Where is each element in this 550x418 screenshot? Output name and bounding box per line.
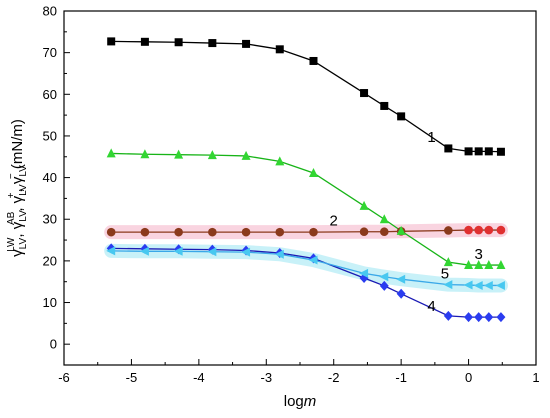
series-5-point <box>106 246 116 256</box>
series-1-point <box>474 147 483 156</box>
curve-labels: 1 2 3 54 <box>330 129 483 315</box>
y-tick-label: 10 <box>43 295 57 310</box>
series-3-point <box>140 149 150 159</box>
series-2-point <box>309 227 318 237</box>
series-2-point <box>208 227 217 237</box>
series-5-point <box>396 274 406 284</box>
y-tick-label: 70 <box>43 45 57 60</box>
plot-frame <box>63 10 537 366</box>
series-5-point <box>241 247 251 257</box>
series-5-point <box>173 246 183 256</box>
series-3-point <box>396 225 406 235</box>
series-4-point <box>484 312 494 323</box>
series-2-point <box>444 226 453 235</box>
series-3-point <box>359 200 369 210</box>
x-tick-label: -1 <box>395 370 407 385</box>
y-tick-label: 60 <box>43 87 57 102</box>
series-2-point <box>174 227 183 237</box>
series-5-point <box>483 280 493 290</box>
y-tick-label: 50 <box>43 128 57 143</box>
series-2-point <box>484 225 494 235</box>
series-3-point <box>496 260 506 270</box>
y-tick-label: 30 <box>43 212 57 227</box>
x-tick-label: -4 <box>193 370 205 385</box>
series-5-point <box>443 280 453 290</box>
series-5-point <box>379 272 389 282</box>
series-1-point <box>464 147 473 156</box>
series-2-point <box>496 225 506 235</box>
series-5-point <box>139 246 149 256</box>
series-1-point <box>242 39 251 48</box>
series-5-point <box>274 249 284 259</box>
series-3-point <box>106 148 116 158</box>
series-1-line <box>111 40 501 153</box>
x-axis-ticks: -6 -5 -4 -3 -2 -1 0 1 <box>58 359 540 385</box>
y-tick-label: 40 <box>43 170 57 185</box>
curve-label-2: 2 <box>330 212 338 229</box>
series-5-point <box>359 268 369 278</box>
x-tick-label: -3 <box>261 370 273 385</box>
x-tick-label: -5 <box>126 370 138 385</box>
series-4-point <box>464 312 474 323</box>
series-2-point <box>359 227 369 237</box>
series-5-point <box>495 280 505 290</box>
series-4-point <box>443 310 453 321</box>
series-3-point <box>464 260 474 270</box>
series-1-point <box>275 45 284 54</box>
series-1-point <box>174 38 183 47</box>
x-tick-label: -6 <box>58 370 70 385</box>
series-1-point <box>496 147 505 156</box>
series-markers <box>106 37 506 323</box>
series-1-point <box>309 56 318 65</box>
series-1-point <box>208 39 217 48</box>
series-1-point <box>140 37 149 46</box>
series-2-point <box>474 225 483 235</box>
curve-label-1: 1 <box>427 129 435 146</box>
series-2-point <box>106 227 116 237</box>
y-axis-ticks: 0 10 20 30 40 50 60 70 80 <box>43 4 70 352</box>
series-3-point <box>308 168 318 178</box>
curve-label-3: 3 <box>475 246 483 263</box>
series-1-point <box>360 89 369 98</box>
y-axis-title: γLVLW, γLVAB, γLV+, γLV− (mN/m) <box>6 119 29 257</box>
series-1-point <box>107 37 116 46</box>
series-3-point <box>275 156 285 166</box>
y-tick-label: 80 <box>43 4 57 19</box>
series-5-point <box>463 280 473 290</box>
series-3-point <box>207 150 217 160</box>
series-4-point <box>379 280 389 291</box>
series-4-point <box>496 312 506 323</box>
series-2-point <box>275 227 285 237</box>
y-tick-label: 0 <box>50 337 57 352</box>
series-3-point <box>484 260 494 270</box>
series-4-point <box>474 312 484 323</box>
series-1-point <box>484 147 493 156</box>
series-2-point <box>241 227 251 237</box>
series-3-point <box>443 257 453 267</box>
series-2-point <box>464 225 473 235</box>
series-4-point <box>396 288 406 299</box>
series-3-point <box>174 149 184 159</box>
series-5-point <box>473 280 483 290</box>
x-tick-label: 1 <box>532 370 539 385</box>
series-1-point <box>397 112 406 121</box>
y-tick-label: 20 <box>43 253 57 268</box>
series-3-point <box>379 214 389 224</box>
series-3-point <box>474 260 484 270</box>
series-1-point <box>444 144 453 153</box>
series-5-point <box>308 255 318 265</box>
x-tick-label: 0 <box>465 370 472 385</box>
series-1-point <box>380 101 389 110</box>
x-axis-title: logm <box>284 393 317 410</box>
series-2-point <box>140 227 150 237</box>
curve-label-5: 5 <box>441 265 449 282</box>
curve-label-4: 4 <box>427 298 435 315</box>
series-5-point <box>207 247 217 257</box>
x-tick-label: -2 <box>328 370 340 385</box>
series-2-point <box>379 227 389 237</box>
series-3-point <box>241 150 251 160</box>
